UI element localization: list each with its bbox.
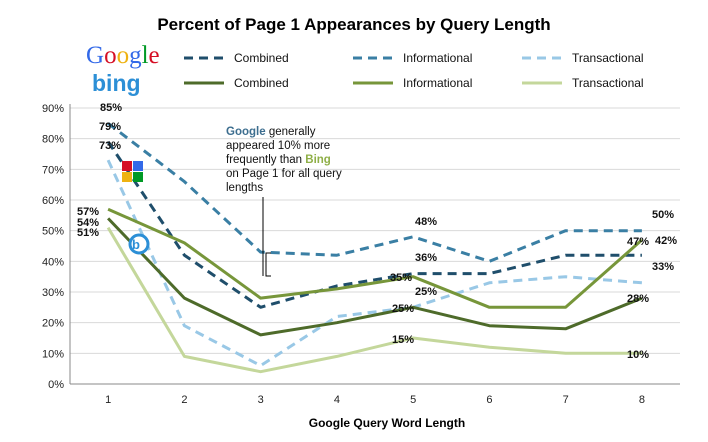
svg-text:Google generally: Google generally — [226, 126, 316, 138]
y-tick-label: 60% — [42, 195, 64, 207]
x-tick-label: 3 — [258, 394, 264, 406]
x-tick-label: 8 — [639, 394, 645, 406]
y-tick-label: 40% — [42, 256, 64, 268]
google-marker-icon — [122, 161, 143, 182]
svg-text:frequently than Bing: frequently than Bing — [226, 154, 331, 166]
axes: 1 2 3 4 5 6 7 8 — [69, 104, 680, 406]
data-label: 50% — [652, 209, 674, 221]
data-label: 42% — [655, 235, 677, 247]
data-label: 25% — [415, 286, 437, 298]
y-tick-label: 10% — [42, 348, 64, 360]
legend: Combined Informational Transactional Combin… — [184, 51, 644, 90]
annotation-bing: Bing — [305, 154, 331, 166]
x-tick-label: 7 — [563, 394, 569, 406]
svg-text:b: b — [132, 237, 140, 252]
y-tick-label: 70% — [42, 164, 64, 176]
series-line-google-transactional — [106, 159, 643, 368]
data-label: 36% — [415, 252, 437, 264]
data-label: 47% — [627, 236, 649, 248]
y-tick-label: 90% — [42, 103, 64, 115]
data-label: 15% — [392, 334, 414, 346]
legend-label: Transactional — [572, 76, 644, 90]
data-label: 10% — [627, 349, 649, 361]
annotation-line5: lengths — [226, 182, 263, 194]
series-lines — [106, 122, 643, 374]
y-tick-label: 80% — [42, 134, 64, 146]
series-line-google-combined — [106, 140, 642, 309]
data-label: 48% — [415, 216, 437, 228]
legend-label: Informational — [403, 51, 472, 65]
series-line-bing-combined — [107, 217, 643, 337]
data-label: 79% — [99, 121, 121, 133]
annotation-line1: generally — [266, 126, 316, 138]
series-line-bing-informational — [107, 207, 643, 309]
annotation-line2: appeared 10% more — [226, 140, 330, 152]
google-logo: Google — [86, 42, 160, 69]
bing-marker-icon: b — [128, 233, 150, 255]
data-label: 33% — [652, 261, 674, 273]
series-line-google-informational — [107, 122, 642, 263]
x-tick-label: 5 — [410, 394, 416, 406]
chart-title: Percent of Page 1 Appearances by Query L… — [157, 15, 550, 34]
legend-label: Informational — [403, 76, 472, 90]
y-tick-label: 30% — [42, 287, 64, 299]
x-axis-title: Google Query Word Length — [309, 416, 465, 430]
legend-label: Combined — [234, 51, 289, 65]
series-line-bing-transactional — [106, 226, 642, 374]
data-label: 25% — [392, 303, 414, 315]
data-label: 54% — [77, 217, 99, 229]
data-label: 85% — [100, 102, 122, 114]
data-label: 57% — [77, 206, 99, 218]
annotation-line4: on Page 1 for all query — [226, 168, 342, 180]
x-tick-label: 4 — [334, 394, 340, 406]
annotation-bracket — [265, 252, 271, 277]
data-label: 51% — [77, 227, 99, 239]
annotation-google: Google — [226, 126, 266, 138]
y-tick-label: 20% — [42, 318, 64, 330]
x-tick-label: 6 — [486, 394, 492, 406]
annotation-line3: frequently than — [226, 154, 305, 166]
annotation: Google generally appeared 10% more frequ… — [226, 126, 342, 277]
bing-logo: bing — [92, 70, 141, 96]
x-tick-label: 1 — [105, 394, 111, 406]
y-tick-label: 0% — [48, 379, 64, 391]
x-tick-label: 2 — [181, 394, 187, 406]
legend-label: Transactional — [572, 51, 644, 65]
data-label: 28% — [627, 293, 649, 305]
data-label: 35% — [390, 272, 412, 284]
data-label: 73% — [99, 140, 121, 152]
legend-label: Combined — [234, 76, 289, 90]
y-tick-label: 50% — [42, 226, 64, 238]
